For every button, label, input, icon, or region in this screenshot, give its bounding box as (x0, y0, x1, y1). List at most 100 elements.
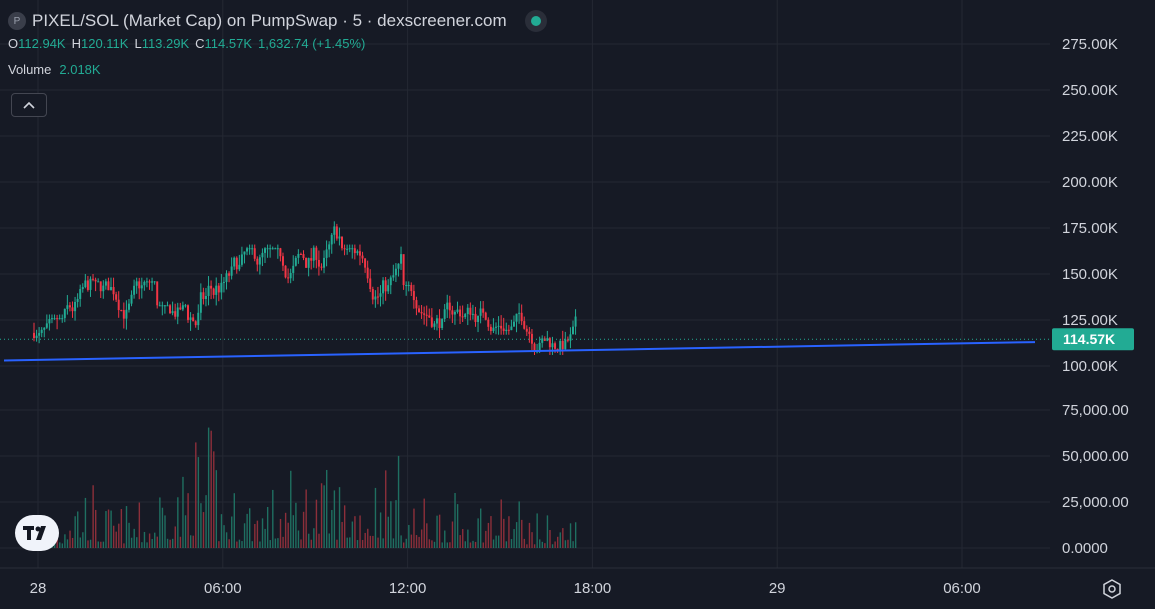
volume-bar (274, 538, 277, 548)
price-axis[interactable]: 100.00K 125.00K 150.00K 175.00K 200.00K 225.0… (1062, 36, 1118, 375)
time-axis[interactable]: 28 06:00 12:00 18:00 29 06:00 (30, 580, 981, 597)
volume-bar (331, 509, 333, 548)
volume-bar (192, 535, 194, 548)
volume-bar (500, 499, 502, 548)
candle-body (68, 305, 71, 308)
volume-bar (557, 536, 559, 548)
volume-bar (477, 518, 479, 548)
volume-bar (354, 516, 356, 548)
volume-bar (97, 541, 99, 548)
volume-bar (184, 515, 187, 548)
candle-body (61, 318, 64, 320)
volume-bar (61, 543, 64, 548)
candle-body (86, 280, 89, 290)
candle-body (269, 248, 272, 250)
volume-bar (333, 490, 336, 548)
volume-bar (107, 509, 110, 548)
trend-line[interactable] (3, 341, 1036, 362)
candle-body (441, 318, 444, 329)
collapse-legend-button[interactable] (11, 93, 47, 117)
volume-bar (415, 535, 418, 548)
volume-bar (254, 523, 256, 548)
volume-bar (215, 470, 218, 548)
volume-bar (84, 497, 87, 548)
tradingview-logo-icon[interactable] (15, 515, 59, 551)
volume-bar (282, 536, 284, 548)
volume-bar (269, 540, 271, 548)
low-value: 113.29K (141, 36, 190, 51)
volume-bar (367, 528, 369, 548)
candle-body (333, 226, 336, 235)
volume-bar (259, 541, 261, 548)
candle-body (199, 292, 202, 313)
volume-bar (323, 485, 325, 548)
candle-body (148, 281, 151, 283)
candle-body (292, 265, 295, 273)
candle-body (264, 248, 266, 253)
candle-body (435, 318, 438, 324)
volume-bar (423, 498, 425, 548)
volume-bar (492, 539, 495, 548)
volume-tick-label: 50,000.00 (1062, 448, 1129, 465)
volume-bar (444, 530, 446, 548)
candle-body (474, 313, 477, 322)
candle-body (79, 289, 82, 299)
candle-body (243, 251, 246, 255)
symbol-badge[interactable]: P (8, 12, 26, 30)
candle-body (548, 338, 551, 348)
volume-bar (392, 538, 395, 548)
volume-bar (207, 427, 210, 548)
candle-body (251, 248, 254, 250)
volume-bar (315, 499, 318, 548)
volume-bar (495, 535, 497, 548)
volume-bar (197, 457, 200, 548)
volume-bar (141, 542, 143, 548)
volume-bar (564, 540, 567, 548)
volume-bar (574, 522, 577, 548)
volume-bar (554, 541, 556, 548)
volume-bar (249, 508, 251, 548)
candle-body (174, 311, 177, 317)
volume-bar (528, 522, 531, 548)
candle-body (471, 313, 474, 315)
volume-bar (351, 521, 354, 548)
volume-bar (169, 539, 171, 548)
volume-bar (305, 489, 307, 548)
volume-axis[interactable]: 0.0000 25,000.00 50,000.00 75,000.00 (1062, 402, 1129, 557)
live-status-dot-icon[interactable] (524, 10, 547, 32)
candle-body (479, 308, 482, 316)
volume-bar (77, 511, 79, 548)
volume-bar (172, 538, 174, 548)
volume-bar (87, 540, 89, 548)
volume-bar (202, 512, 205, 548)
settings-gear-icon[interactable] (1101, 578, 1123, 600)
candle-body (379, 293, 382, 297)
volume-bar (120, 509, 123, 548)
volume-bar (356, 540, 359, 548)
volume-bar (454, 493, 456, 548)
volume-bar (400, 535, 402, 548)
candle-body (210, 285, 213, 289)
candle-body (323, 257, 326, 268)
candle-body (482, 308, 485, 313)
candle-body (446, 302, 449, 310)
volume-bar (69, 530, 71, 548)
volume-bar (343, 505, 346, 548)
candle-body (515, 313, 518, 322)
candle-body (120, 310, 123, 312)
candle-body (246, 248, 249, 252)
volume-bar (382, 538, 384, 548)
time-tick-label: 12:00 (389, 580, 427, 597)
candle-body (192, 317, 195, 322)
volume-bar (374, 487, 377, 548)
volume-bar (369, 535, 372, 548)
volume-bar (128, 522, 130, 548)
volume-bar (210, 430, 212, 548)
candle-body (566, 339, 569, 341)
candle-body (253, 248, 256, 259)
candle-body (418, 308, 420, 313)
candle-body (50, 318, 53, 320)
candle-body (387, 285, 390, 292)
candle-body (281, 256, 284, 266)
